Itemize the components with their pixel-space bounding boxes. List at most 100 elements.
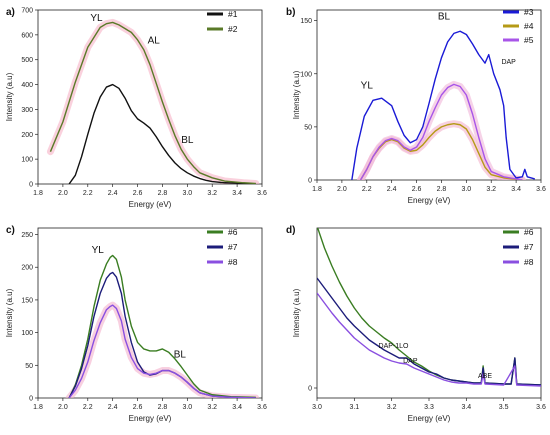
x-tick-label: 3.0 [461,186,471,193]
series-line-n7 [317,277,541,386]
x-tick-label: 2.2 [83,404,93,411]
y-tick-label: 100 [21,330,33,337]
x-tick-label: 2.0 [337,186,347,193]
series-line-n5 [359,83,523,180]
x-tick-label: 2.2 [83,190,93,197]
peak-annotation: DAP [501,59,516,66]
legend: #3 #4 #5 [503,7,534,45]
legend: #1 #2 [207,9,238,34]
series-glow [357,80,526,180]
legend-label: #6 [524,227,534,237]
panel-4: 3.0 3.1 3.2 3.3 3.4 3.5 3.6 0 Energy (eV) Intensi… [286,225,546,423]
y-tick-label: 600 [21,32,33,39]
peak-annotation: BL [438,12,451,23]
legend-label: #5 [524,35,534,45]
peak-annotation: ABE [478,373,492,380]
x-tick-label: 3.2 [486,186,496,193]
y-tick-label: 300 [21,107,33,114]
y-tick-label: 0 [308,178,312,185]
peak-annotation: YL [361,81,374,92]
legend-label: #8 [228,257,238,267]
y-tick-label: 500 [21,57,33,64]
x-tick-label: 2.6 [133,404,143,411]
x-tick-label: 3.3 [424,404,434,411]
peak-annotation: AL [148,36,161,47]
peak-annotation: YL [90,13,103,24]
series-glow [65,301,260,398]
x-tick-label: 2.4 [108,404,118,411]
legend-label: #1 [228,9,238,19]
peak-annotation: YL [92,245,105,256]
plot-frame [37,227,263,399]
panel-3: 1.8 2.0 2.2 2.4 2.6 2.8 3.0 3.2 3.4 3.6 0 50 100 150 2… [5,225,267,423]
x-tick-label: 3.0 [182,404,192,411]
peak-annotation: BL [174,349,187,360]
panel-label: a) [6,7,15,18]
panel-label: b) [286,7,295,18]
x-tick-label: 3.0 [312,404,322,411]
y-axis-label: Intensity (a.u) [5,288,14,337]
series-group [351,30,535,180]
x-tick-label: 3.5 [499,404,509,411]
x-tick-label: 2.6 [133,190,143,197]
x-tick-label: 3.6 [257,190,267,197]
series-line-n6 [317,228,541,386]
x-axis-label: Energy (eV) [129,414,172,423]
x-tick-label: 2.4 [387,186,397,193]
series-line-n8 [68,304,256,398]
y-axis-label: Intensity (a.u) [292,288,301,337]
x-tick-label: 2.8 [437,186,447,193]
x-tick-label: 2.8 [158,404,168,411]
y-tick-label: 50 [25,363,33,370]
x-tick-label: 2.0 [58,190,68,197]
x-axis-label: Energy (eV) [408,196,451,205]
legend-label: #8 [524,257,534,267]
x-tick-label: 1.8 [33,190,43,197]
x-tick-label: 3.2 [387,404,397,411]
legend-label: #2 [228,24,238,34]
legend-label: #7 [228,242,238,252]
y-tick-label: 200 [21,265,33,272]
y-tick-label: 0 [308,386,312,393]
y-tick-label: 400 [21,82,33,89]
x-tick-label: 3.6 [257,404,267,411]
legend-label: #6 [228,227,238,237]
x-tick-label: 3.6 [536,186,546,193]
legend: #6 #7 #8 [207,227,238,267]
y-tick-label: 700 [21,8,33,15]
series-group [317,228,541,387]
x-tick-label: 3.4 [232,404,242,411]
panel-1: 1.8 2.0 2.2 2.4 2.6 2.8 3.0 3.2 3.4 3.6 0 100 200 300… [5,7,267,209]
y-tick-label: 250 [21,232,33,239]
series-group [65,254,260,398]
x-tick-label: 2.2 [362,186,372,193]
x-tick-label: 2.0 [58,404,68,411]
y-tick-label: 50 [304,124,312,131]
series-line-n8 [317,292,541,387]
y-tick-label: 0 [29,396,33,403]
peak-annotation: DAP [403,358,418,365]
x-tick-label: 1.8 [312,186,322,193]
peak-annotation: DAP-1LO [379,343,410,350]
series-line-n2 [49,21,256,184]
plot-frame [316,9,542,181]
peak-annotation: BL [181,135,194,146]
panel-label: c) [6,225,15,236]
x-axis-label: Energy (eV) [129,200,172,209]
x-tick-label: 3.0 [182,190,192,197]
x-tick-label: 2.6 [412,186,422,193]
x-tick-label: 3.1 [349,404,359,411]
y-tick-label: 0 [29,182,33,189]
y-tick-label: 150 [300,18,312,25]
x-tick-label: 3.2 [207,190,217,197]
series-group [46,18,260,184]
series-line-n3 [351,30,535,180]
x-tick-label: 1.8 [33,404,43,411]
series-line-n4 [359,122,523,180]
plot-frame [37,9,263,185]
series-line-n1 [68,83,256,184]
x-tick-label: 3.2 [207,404,217,411]
y-tick-label: 150 [21,297,33,304]
panel-2: 1.8 2.0 2.2 2.4 2.6 2.8 3.0 3.2 3.4 3.6 0 50 100 150 E… [286,7,546,205]
